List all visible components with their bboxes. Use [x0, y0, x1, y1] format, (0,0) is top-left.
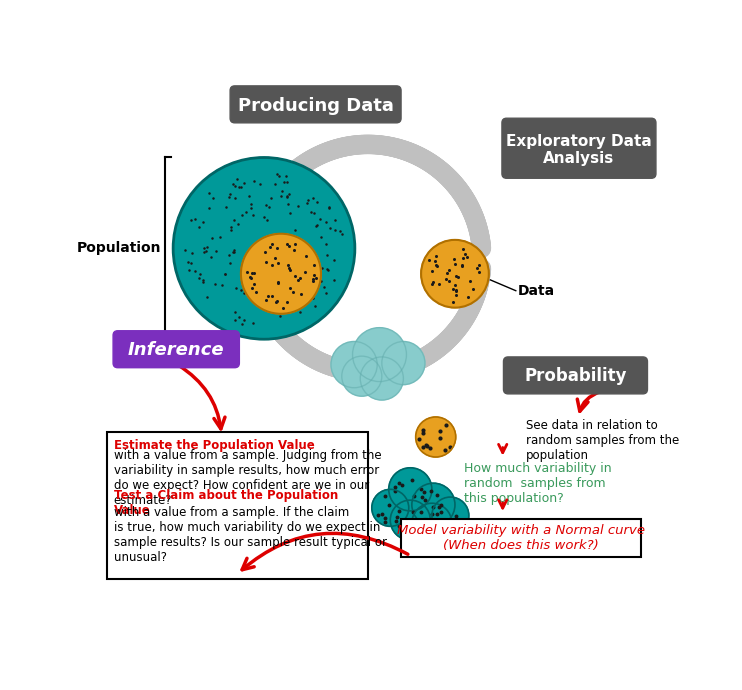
Circle shape	[412, 483, 455, 526]
FancyBboxPatch shape	[107, 432, 368, 580]
Text: See data in relation to
random samples from the
population: See data in relation to random samples f…	[526, 420, 679, 462]
Circle shape	[421, 240, 489, 308]
Text: Data: Data	[517, 284, 554, 297]
Text: Inference: Inference	[128, 341, 225, 359]
Text: with a value from a sample. If the claim
is true, how much variability do we exp: with a value from a sample. If the claim…	[114, 506, 387, 564]
Circle shape	[407, 519, 444, 555]
FancyArrowPatch shape	[242, 533, 408, 570]
Polygon shape	[269, 316, 282, 331]
Circle shape	[342, 356, 382, 396]
Circle shape	[412, 503, 452, 543]
Text: Exploratory Data
Analysis: Exploratory Data Analysis	[506, 134, 651, 166]
Circle shape	[361, 357, 404, 400]
Circle shape	[331, 342, 377, 388]
FancyBboxPatch shape	[502, 118, 656, 178]
Text: Producing Data: Producing Data	[237, 97, 393, 115]
Circle shape	[416, 417, 456, 457]
Polygon shape	[475, 236, 485, 252]
FancyArrowPatch shape	[577, 392, 600, 411]
Circle shape	[173, 157, 355, 339]
FancyBboxPatch shape	[504, 357, 648, 394]
Text: Model variability with a Normal curve
(When does this work?): Model variability with a Normal curve (W…	[397, 524, 646, 552]
Text: Probability: Probability	[525, 367, 627, 385]
Text: with a value from a sample. Judging from the
variability in sample results, how : with a value from a sample. Judging from…	[114, 448, 381, 506]
Text: How much variability in
random  samples from
this population?: How much variability in random samples f…	[464, 462, 612, 504]
FancyBboxPatch shape	[230, 86, 401, 123]
FancyBboxPatch shape	[401, 519, 641, 557]
Circle shape	[390, 500, 430, 540]
FancyBboxPatch shape	[113, 331, 240, 368]
Text: Test a Claim about the Population
Value: Test a Claim about the Population Value	[114, 489, 338, 517]
Circle shape	[372, 489, 409, 526]
Text: Population: Population	[77, 241, 162, 255]
Circle shape	[241, 234, 321, 314]
Circle shape	[382, 342, 425, 384]
Text: Estimate the Population Value: Estimate the Population Value	[114, 439, 315, 451]
Circle shape	[352, 328, 407, 382]
Circle shape	[432, 497, 469, 534]
Circle shape	[389, 468, 432, 511]
FancyArrowPatch shape	[179, 365, 225, 429]
